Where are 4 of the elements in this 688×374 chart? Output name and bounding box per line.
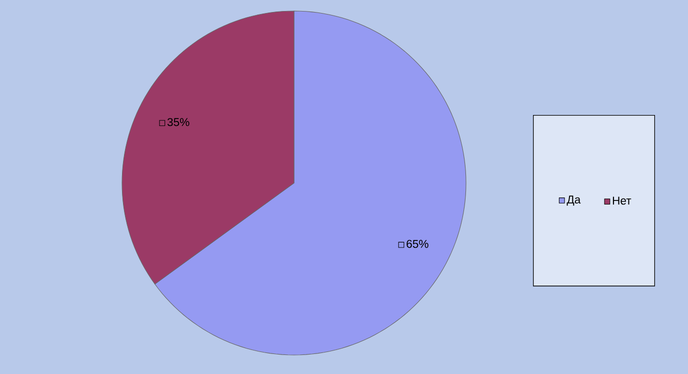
legend-label: Нет — [612, 196, 632, 205]
legend-label: Да — [566, 196, 581, 206]
data-label: 35% — [167, 118, 190, 126]
data-label: 65% — [406, 240, 428, 248]
